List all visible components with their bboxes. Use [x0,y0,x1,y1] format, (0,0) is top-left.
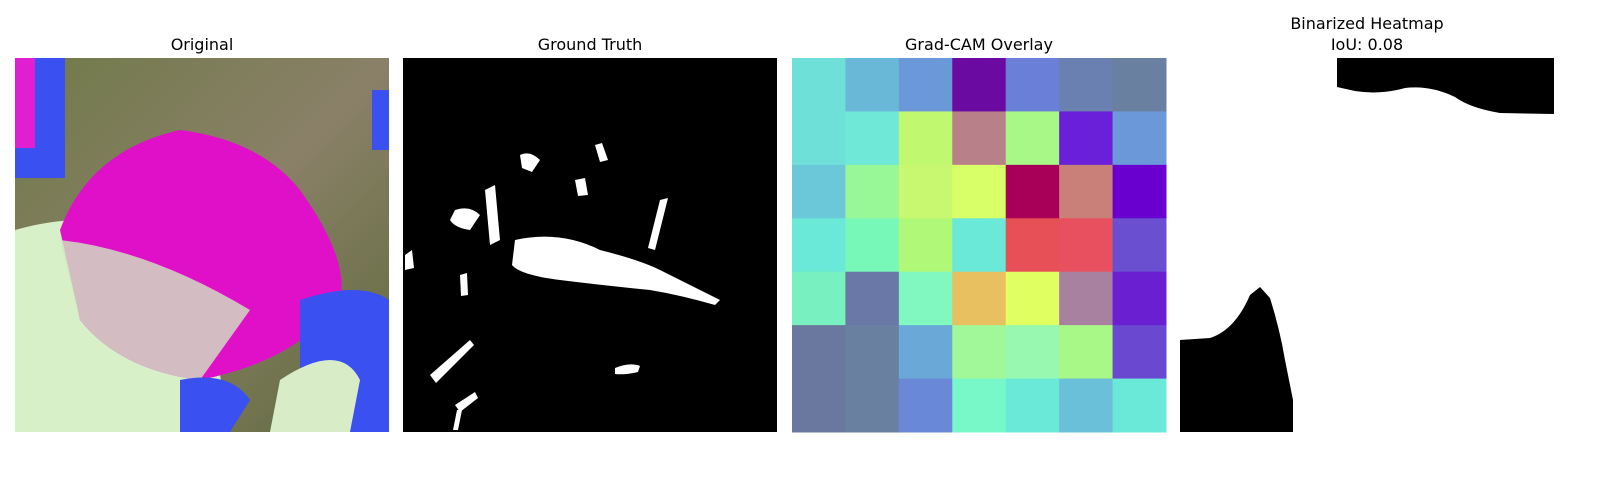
original-image [15,58,389,432]
heat-cell [1005,111,1060,166]
heat-cell [792,58,846,112]
heat-cell [1059,218,1114,273]
heat-cell [1005,378,1060,433]
heat-cell [845,218,900,273]
heat-cell [1112,164,1167,219]
heat-cell [952,218,1007,273]
heat-cell [845,378,900,433]
heat-cell [845,325,900,380]
heat-cell [845,164,900,219]
heat-cell [792,325,846,380]
heat-cell [1059,271,1114,326]
panel-title: Grad-CAM Overlay [905,35,1053,54]
heat-cell [1112,325,1167,380]
heat-cell [898,218,953,273]
gradcam-overlay [792,58,1167,433]
heat-cell [1059,164,1114,219]
heat-cell [1005,58,1060,112]
heat-cell [952,325,1007,380]
heat-cell [898,378,953,433]
heat-cell [792,378,846,433]
heat-cell [1059,111,1114,166]
heat-cell [1112,378,1167,433]
heat-cell [845,58,900,112]
heat-cell [845,271,900,326]
heat-cell [845,111,900,166]
heat-cell [952,58,1007,112]
heat-cell [952,111,1007,166]
heat-cell [792,111,846,166]
heat-cell [898,164,953,219]
heat-cell [792,218,846,273]
heat-cell [952,271,1007,326]
heat-cell [898,58,953,112]
heat-cell [952,378,1007,433]
heat-cell [1059,378,1114,433]
heat-cell [1112,218,1167,273]
heat-cell [1005,325,1060,380]
heat-cell [1112,111,1167,166]
panel-subtitle: IoU: 0.08 [1331,35,1403,54]
heat-cell [1059,325,1114,380]
panel-title: Original [171,35,234,54]
heat-cell [1005,164,1060,219]
heat-cell [898,111,953,166]
heat-cell [898,325,953,380]
heat-cell [952,164,1007,219]
heat-cell [1005,218,1060,273]
heat-cell [1112,271,1167,326]
panel-title: Ground Truth [538,35,643,54]
heat-cell [1059,58,1114,112]
heat-cell [1005,271,1060,326]
panel-title: Binarized Heatmap [1290,14,1443,33]
binarized-heatmap [1180,58,1554,432]
heat-cell [1112,58,1167,112]
heat-cell [792,164,846,219]
heat-cell [792,271,846,326]
heat-cell [898,271,953,326]
ground-truth-mask [403,58,777,432]
